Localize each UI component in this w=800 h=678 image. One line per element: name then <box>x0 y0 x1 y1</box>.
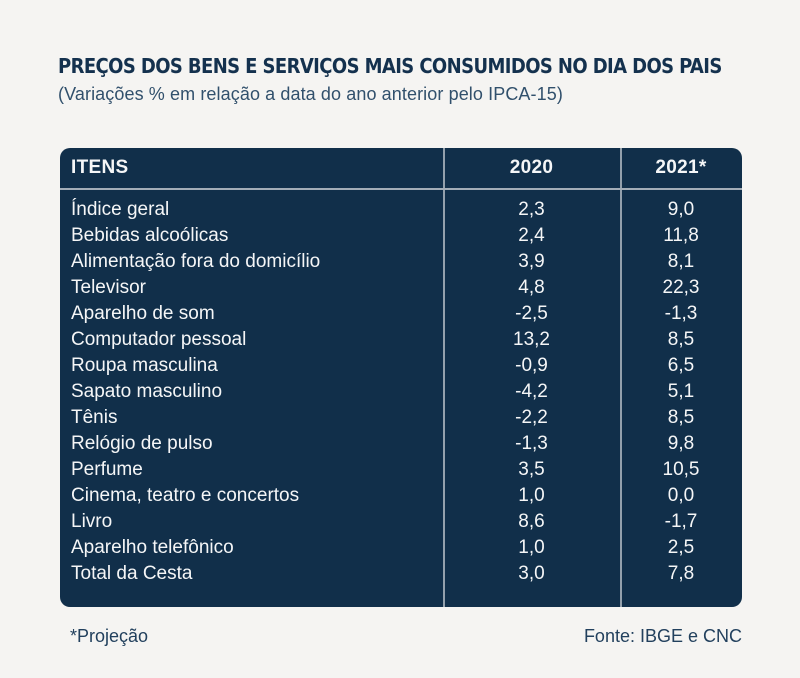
value-2021-cell: 10,5 <box>662 459 700 480</box>
value-2021-cell: 8,1 <box>667 251 695 272</box>
projection-footnote: *Projeção <box>70 626 149 646</box>
item-cell: Tênis <box>71 407 118 428</box>
table-row: Relógio de pulso -1,3 9,8 <box>60 431 742 457</box>
value-2020-cell: 1,0 <box>518 485 545 506</box>
value-2021-cell: 2,5 <box>667 537 695 558</box>
table-header-row: ITENS 2020 2021* <box>60 148 742 188</box>
item-cell: Aparelho telefônico <box>71 537 234 558</box>
value-2020-cell: 8,6 <box>518 511 545 532</box>
table-row: Roupa masculina -0,9 6,5 <box>60 353 742 379</box>
value-2020-cell: 4,8 <box>518 277 545 298</box>
value-2021-cell: 6,5 <box>667 355 695 376</box>
page-title: PREÇOS DOS BENS E SERVIÇOS MAIS CONSUMID… <box>58 54 722 78</box>
table-row: Bebidas alcoólicas 2,4 11,8 <box>60 223 742 249</box>
value-2021-cell: 8,5 <box>667 407 695 428</box>
table-row: Alimentação fora do domicílio 3,9 8,1 <box>60 249 742 275</box>
item-cell: Perfume <box>71 459 143 480</box>
item-cell: Total da Cesta <box>71 563 193 584</box>
column-header-2020: 2020 <box>509 157 554 178</box>
value-2020-cell: 3,9 <box>518 251 545 272</box>
table-row: Sapato masculino -4,2 5,1 <box>60 379 742 405</box>
item-cell: Roupa masculina <box>71 355 218 376</box>
value-2021-cell: 7,8 <box>667 563 695 584</box>
table-row: Aparelho telefônico 1,0 2,5 <box>60 535 742 561</box>
item-cell: Aparelho de som <box>71 303 215 324</box>
item-cell: Computador pessoal <box>71 329 247 350</box>
table-row: Livro 8,6 -1,7 <box>60 509 742 535</box>
table-row: Total da Cesta 3,0 7,8 <box>60 561 742 587</box>
table-row: Aparelho de som -2,5 -1,3 <box>60 301 742 327</box>
source-credit: Fonte: IBGE e CNC <box>583 626 742 646</box>
column-header-2021: 2021* <box>655 157 707 178</box>
table-row: Perfume 3,5 10,5 <box>60 457 742 483</box>
value-2021-cell: 0,0 <box>667 485 695 506</box>
item-cell: Bebidas alcoólicas <box>71 225 229 246</box>
value-2020-cell: 1,0 <box>518 537 545 558</box>
value-2020-cell: -2,2 <box>515 407 548 428</box>
value-2021-cell: -1,7 <box>664 511 698 532</box>
value-2020-cell: 2,3 <box>518 199 545 220</box>
column-header-itens: ITENS <box>71 157 129 178</box>
table-row: Tênis -2,2 8,5 <box>60 405 742 431</box>
value-2021-cell: 9,8 <box>667 433 695 454</box>
value-2021-cell: 11,8 <box>663 225 699 246</box>
value-2021-cell: 8,5 <box>667 329 695 350</box>
column-divider-1 <box>443 148 445 607</box>
value-2020-cell: -0,9 <box>515 355 548 376</box>
table-row: Televisor 4,8 22,3 <box>60 275 742 301</box>
value-2021-cell: 5,1 <box>667 381 695 402</box>
value-2020-cell: -2,5 <box>515 303 548 324</box>
value-2021-cell: 22,3 <box>662 277 700 298</box>
item-cell: Cinema, teatro e concertos <box>71 485 300 506</box>
header-divider <box>60 188 742 190</box>
prices-table: ITENS 2020 2021* Índice geral 2,3 9,0 Bebid… <box>60 148 742 607</box>
value-2020-cell: 2,4 <box>518 225 545 246</box>
value-2020-cell: 13,2 <box>513 329 550 350</box>
value-2020-cell: 3,0 <box>518 563 545 584</box>
item-cell: Sapato masculino <box>71 381 223 402</box>
table-body: Índice geral 2,3 9,0 Bebidas alcoólicas 2,4 1… <box>60 197 742 587</box>
item-cell: Alimentação fora do domicílio <box>71 251 321 272</box>
item-cell: Televisor <box>71 277 146 298</box>
column-divider-2 <box>620 148 622 607</box>
item-cell: Relógio de pulso <box>71 433 213 454</box>
item-cell: Índice geral <box>71 199 170 220</box>
page-subtitle: (Variações % em relação a data do ano an… <box>58 84 563 104</box>
value-2021-cell: 9,0 <box>667 199 695 220</box>
value-2020-cell: -1,3 <box>515 433 548 454</box>
table-row: Cinema, teatro e concertos 1,0 0,0 <box>60 483 742 509</box>
value-2021-cell: -1,3 <box>664 303 698 324</box>
table-row: Computador pessoal 13,2 8,5 <box>60 327 742 353</box>
item-cell: Livro <box>71 511 113 532</box>
table-row: Índice geral 2,3 9,0 <box>60 197 742 223</box>
value-2020-cell: -4,2 <box>515 381 548 402</box>
value-2020-cell: 3,5 <box>518 459 545 480</box>
